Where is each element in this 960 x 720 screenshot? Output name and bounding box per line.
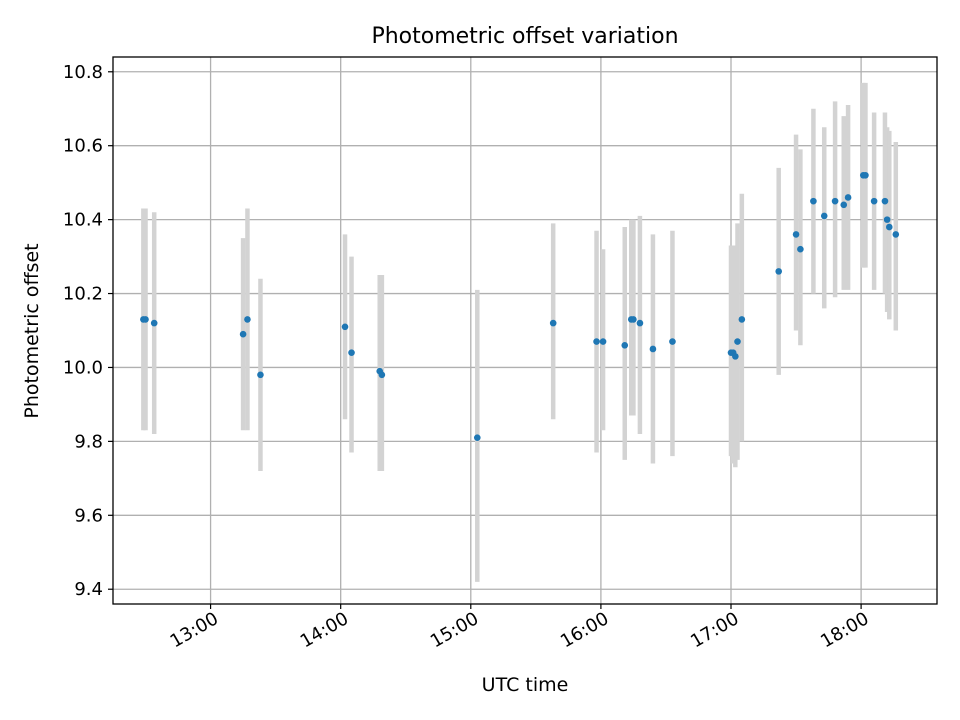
data-point (244, 316, 251, 323)
data-point (549, 319, 557, 327)
data-points (140, 171, 900, 441)
y-tick-label: 10.0 (63, 357, 103, 378)
y-tick-label: 10.2 (63, 284, 103, 305)
data-point (649, 345, 657, 353)
data-point (810, 197, 817, 205)
x-tick-label: 17:00 (687, 608, 742, 652)
y-tick-label: 9.6 (74, 505, 103, 526)
data-point (738, 316, 746, 323)
data-point (341, 323, 349, 331)
data-point (593, 338, 600, 345)
data-point (881, 197, 889, 205)
data-point (775, 268, 783, 275)
chart-title: Photometric offset variation (371, 24, 678, 49)
x-axis-label: UTC time (482, 674, 569, 696)
data-point (636, 319, 644, 327)
data-point (892, 231, 900, 238)
y-axis-ticks: 9.4 9.6 9.8 10.0 10.2 10.4 10.6 10.8 (63, 62, 113, 600)
data-point (734, 338, 741, 345)
y-tick-label: 10.4 (63, 210, 103, 231)
data-point (150, 319, 158, 327)
x-axis-ticks: 13:00 14:00 15:00 16:00 17:00 18:00 (167, 604, 873, 652)
data-point (820, 212, 828, 220)
data-point (840, 201, 848, 209)
data-point (630, 316, 637, 323)
data-point (732, 353, 739, 360)
data-point (792, 231, 800, 238)
data-point (797, 245, 804, 253)
error-bars (141, 82, 899, 582)
data-point (885, 223, 893, 231)
x-tick-label: 13:00 (167, 608, 222, 652)
data-point (831, 197, 839, 205)
x-tick-label: 18:00 (817, 608, 872, 652)
data-point (257, 371, 264, 379)
plot-frame (112, 56, 938, 605)
data-point (621, 341, 629, 349)
x-tick-label: 14:00 (297, 608, 352, 652)
x-tick-label: 16:00 (557, 608, 612, 652)
data-point (870, 197, 878, 205)
data-point (599, 338, 607, 345)
data-point (883, 216, 891, 223)
data-point (348, 349, 355, 356)
data-point (378, 371, 386, 379)
y-tick-label: 9.4 (74, 579, 103, 600)
x-tick-label: 15:00 (427, 608, 482, 652)
data-point (142, 316, 149, 323)
y-tick-label: 10.6 (63, 136, 103, 157)
y-tick-label: 9.8 (74, 431, 103, 452)
data-point (669, 338, 676, 345)
y-axis-label: Photometric offset (21, 243, 43, 418)
data-point (862, 171, 869, 179)
data-point (239, 330, 247, 338)
y-tick-label: 10.8 (63, 62, 103, 83)
data-point (844, 194, 852, 201)
data-point (473, 434, 481, 441)
